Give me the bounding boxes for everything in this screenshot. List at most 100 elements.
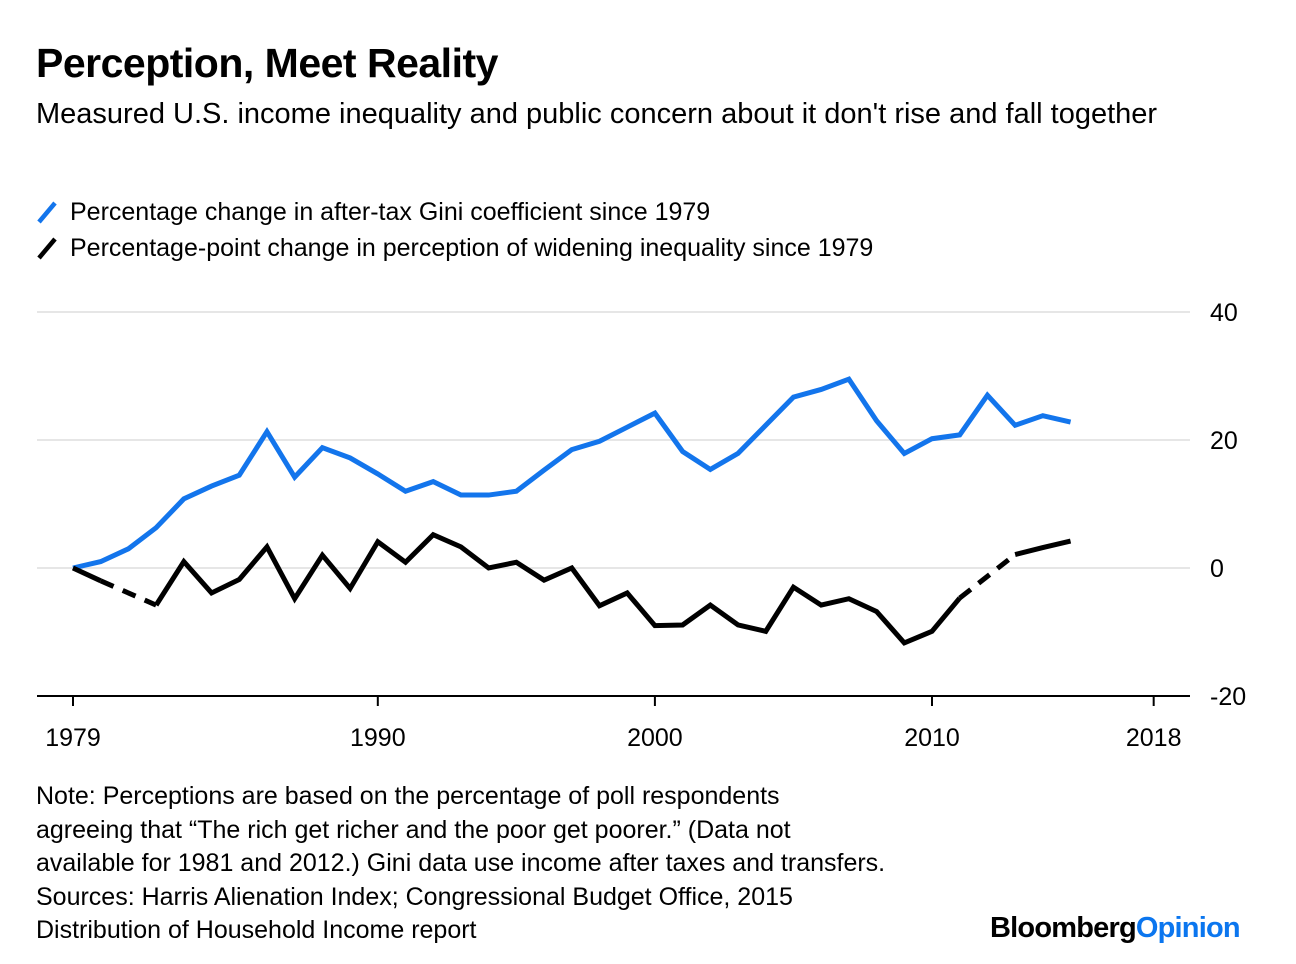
note-line: Note: Perceptions are based on the perce… — [36, 782, 780, 810]
note-line: agreeing that “The rich get richer and t… — [36, 815, 791, 844]
perception-data-point — [514, 560, 519, 565]
perception-series-gap-dashed — [99, 578, 158, 608]
perception-data-point — [348, 586, 353, 591]
perception-data-point — [625, 590, 630, 595]
gini-data-point — [181, 496, 186, 501]
perception-data-point — [736, 622, 741, 627]
gini-data-point — [1040, 413, 1045, 418]
gini-data-point — [292, 475, 297, 480]
perception-data-point — [154, 603, 159, 608]
perception-data-point — [320, 553, 325, 558]
gini-data-point — [486, 493, 491, 498]
perception-data-point — [237, 577, 242, 582]
legend-item-gini: Percentage change in after-tax Gini coef… — [36, 194, 873, 230]
perception-data-point — [458, 544, 463, 549]
perception-data-point — [874, 609, 879, 614]
perception-data-point — [1040, 545, 1045, 550]
perception-data-point — [264, 544, 269, 549]
gini-data-point — [1013, 423, 1018, 428]
legend-label-gini: Percentage change in after-tax Gini coef… — [70, 197, 711, 226]
legend-item-perception: Percentage-point change in perception of… — [36, 230, 873, 266]
x-tick-label: 2018 — [1126, 724, 1182, 752]
gini-data-point — [819, 387, 824, 392]
perception-data-point — [846, 596, 851, 601]
perception-data-point — [375, 539, 380, 544]
perception-series-line — [1014, 538, 1072, 557]
perception-data-point — [1068, 539, 1073, 544]
slash-line-icon — [37, 237, 57, 260]
gini-data-point — [680, 449, 685, 454]
perception-data-point — [902, 640, 907, 645]
perception-data-point — [71, 566, 76, 571]
legend-label-perception: Percentage-point change in perception of… — [70, 233, 874, 262]
perception-data-point — [431, 532, 436, 537]
gini-data-point — [542, 468, 547, 473]
y-tick-label: 20 — [1210, 427, 1238, 455]
perception-data-point — [680, 622, 685, 627]
gini-data-point — [320, 445, 325, 450]
gini-data-point — [763, 423, 768, 428]
perception-data-point — [98, 578, 103, 583]
gini-data-point — [791, 395, 796, 400]
gini-data-point — [846, 377, 851, 382]
note-line: available for 1981 and 2012.) Gini data … — [36, 849, 886, 877]
legend: Percentage change in after-tax Gini coef… — [36, 194, 873, 266]
gini-data-point — [902, 451, 907, 456]
perception-data-point — [181, 559, 186, 564]
perception-data-point — [957, 596, 962, 601]
perception-data-point — [403, 560, 408, 565]
perception-data-point — [542, 578, 547, 583]
x-tick-label: 2010 — [904, 724, 960, 752]
gini-data-point — [930, 436, 935, 441]
gini-data-point — [264, 429, 269, 434]
perception-data-point — [1013, 552, 1018, 557]
perception-data-point — [569, 566, 574, 571]
perception-series-gap-dashed — [958, 552, 1017, 601]
gini-data-point — [98, 559, 103, 564]
gini-data-point — [375, 471, 380, 476]
gini-data-point — [209, 484, 214, 489]
y-tick-label: -20 — [1210, 683, 1246, 711]
gini-data-point — [431, 479, 436, 484]
perception-data-point — [819, 603, 824, 608]
gini-data-point — [348, 455, 353, 460]
perception-series-line — [71, 565, 102, 584]
bloomberg-opinion-logo: BloombergOpinion — [990, 912, 1241, 945]
gini-data-point — [957, 432, 962, 437]
x-tick-label: 1979 — [45, 724, 101, 752]
footnote: Note: Perceptions are based on the perce… — [36, 780, 1036, 948]
y-tick-label: 40 — [1210, 299, 1238, 327]
line-chart: -20 0 20 40 1979 1990 2000 2010 2018 — [37, 299, 1246, 752]
perception-data-point — [930, 629, 935, 634]
perception-data-point — [652, 623, 657, 628]
gini-data-point — [569, 447, 574, 452]
perception-data-point — [292, 596, 297, 601]
x-tick-label: 2000 — [627, 724, 683, 752]
gini-data-point — [514, 489, 519, 494]
perception-data-point — [486, 566, 491, 571]
gini-data-point — [458, 493, 463, 498]
logo-opinion: Opinion — [1135, 912, 1241, 944]
gini-data-point — [154, 525, 159, 530]
gini-data-point — [874, 418, 879, 423]
gini-data-point — [652, 411, 657, 416]
gini-data-point — [237, 473, 242, 478]
gini-series-line — [72, 376, 1072, 571]
gini-data-point — [736, 451, 741, 456]
logo-bloomberg: Bloomberg — [990, 912, 1137, 944]
perception-data-point — [763, 629, 768, 634]
sources-line: Sources: Harris Alienation Index; Congre… — [36, 882, 793, 911]
chart-subtitle: Measured U.S. income inequality and publ… — [36, 98, 1158, 130]
gini-data-point — [403, 489, 408, 494]
perception-series-line — [154, 531, 962, 646]
perception-data-point — [791, 585, 796, 590]
gini-data-point — [708, 467, 713, 472]
gini-data-point — [597, 439, 602, 444]
slash-line-icon — [37, 201, 57, 224]
gini-data-point — [625, 425, 630, 430]
perception-data-point — [597, 603, 602, 608]
chart-title: Perception, Meet Reality — [36, 40, 498, 86]
y-tick-label: 0 — [1210, 555, 1224, 583]
gini-data-point — [1068, 420, 1073, 425]
gini-data-point — [985, 393, 990, 398]
